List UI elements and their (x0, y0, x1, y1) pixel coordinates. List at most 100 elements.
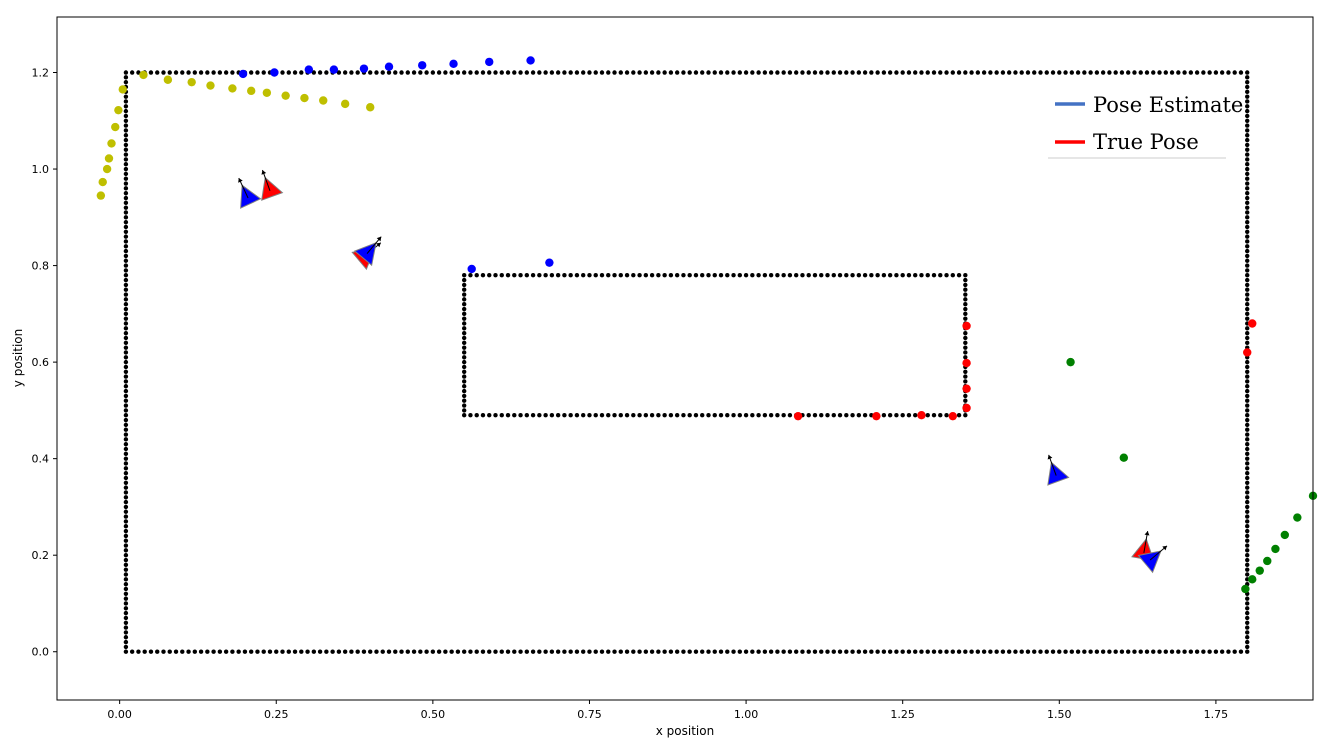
outer-wall-point (1245, 649, 1250, 654)
inner-wall-point (725, 273, 730, 278)
outer-wall-point (405, 649, 411, 654)
outer-wall-point (881, 649, 887, 654)
series-1-point (384, 62, 394, 71)
outer-wall-point (894, 649, 899, 654)
outer-wall-point (123, 427, 129, 432)
outer-wall-point (1082, 649, 1087, 654)
outer-wall-point (123, 359, 129, 365)
outer-wall-point (737, 649, 743, 654)
inner-wall-point (963, 292, 968, 297)
inner-wall-point (963, 282, 968, 288)
outer-wall-point (274, 649, 279, 654)
inner-wall-point (461, 350, 467, 355)
inner-wall-point (919, 273, 924, 278)
outer-wall-point (292, 649, 298, 654)
x-tick-label: 1.00 (734, 708, 759, 721)
series-1-point (467, 264, 476, 274)
inner-wall-point (493, 413, 498, 418)
outer-wall-point (1245, 186, 1250, 191)
outer-wall-point (587, 649, 592, 654)
series-0-point (163, 75, 173, 84)
inner-wall-point (963, 316, 968, 321)
outer-wall-point (1245, 509, 1250, 514)
outer-wall-point (856, 649, 862, 654)
pose-heading-arrowhead (1144, 531, 1150, 536)
inner-wall-point (844, 273, 849, 278)
inner-wall-point (461, 413, 467, 418)
outer-wall-point (192, 70, 198, 75)
outer-wall-point (1207, 70, 1212, 75)
inner-wall-point (963, 350, 968, 355)
outer-wall-point (123, 610, 129, 616)
outer-wall-point (1245, 99, 1250, 104)
inner-wall-point (468, 273, 473, 278)
outer-wall-point (399, 649, 404, 654)
outer-wall-point (123, 451, 129, 457)
outer-wall-point (123, 461, 129, 466)
inner-wall-point (530, 413, 536, 418)
series-1-point (304, 65, 314, 74)
outer-wall-point (123, 215, 129, 220)
outer-wall-point (787, 649, 793, 654)
outer-wall-point (123, 162, 129, 167)
outer-wall-point (123, 596, 129, 601)
inner-wall-point (750, 273, 755, 278)
inner-wall-point (731, 413, 736, 418)
inner-wall-point (618, 273, 623, 278)
outer-wall-point (1245, 596, 1250, 601)
outer-wall-point (123, 277, 129, 283)
outer-wall-point (123, 166, 129, 172)
outer-wall-point (324, 70, 329, 75)
outer-wall-point (123, 432, 129, 437)
outer-wall-point (155, 649, 160, 654)
outer-wall-point (819, 649, 824, 654)
outer-wall-point (123, 350, 129, 355)
outer-wall-point (768, 70, 774, 75)
inner-wall-point (681, 273, 686, 278)
series-2-point (962, 403, 971, 413)
outer-wall-point (781, 70, 786, 75)
inner-wall-point (637, 413, 642, 418)
outer-wall-point (487, 649, 492, 654)
outer-wall-point (1245, 620, 1250, 625)
outer-wall-point (1094, 70, 1100, 75)
outer-wall-point (123, 142, 129, 148)
series-1-point (238, 69, 248, 79)
outer-wall-point (806, 70, 811, 75)
inner-wall-point (461, 393, 467, 399)
outer-wall-point (1245, 335, 1250, 341)
inner-wall-point (737, 413, 743, 418)
outer-wall-point (123, 422, 129, 428)
outer-wall-point (123, 273, 129, 278)
outer-wall-point (330, 649, 335, 654)
outer-wall-point (418, 70, 423, 75)
inner-wall-point (856, 413, 862, 418)
outer-wall-point (950, 70, 956, 75)
inner-wall-point (593, 413, 598, 418)
outer-wall-point (919, 649, 924, 654)
inner-wall-point (756, 273, 761, 278)
outer-wall-point (123, 615, 129, 621)
inner-wall-point (938, 273, 943, 278)
outer-wall-point (743, 70, 749, 75)
outer-wall-point (687, 70, 692, 75)
series-3-point (1293, 513, 1302, 522)
outer-wall-point (1245, 200, 1250, 206)
outer-wall-point (1245, 287, 1250, 292)
outer-wall-point (493, 70, 498, 75)
outer-wall-point (299, 70, 304, 75)
outer-wall-point (1082, 70, 1087, 75)
inner-wall-point (812, 273, 818, 278)
outer-wall-point (631, 649, 636, 654)
outer-wall-point (317, 70, 323, 75)
outer-wall-point (1157, 70, 1162, 75)
outer-wall-point (1075, 70, 1081, 75)
outer-wall-point (129, 70, 135, 75)
outer-wall-point (1245, 437, 1250, 442)
outer-wall-point (1245, 147, 1250, 152)
series-0-point (111, 122, 120, 132)
inner-wall-point (662, 273, 667, 278)
inner-wall-point (461, 306, 467, 312)
outer-wall-point (198, 649, 204, 654)
series-1-point (545, 258, 554, 267)
